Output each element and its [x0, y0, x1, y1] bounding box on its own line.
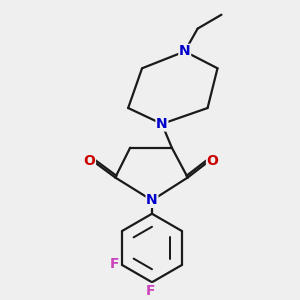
Text: N: N	[179, 44, 190, 58]
Text: N: N	[156, 117, 168, 131]
Text: N: N	[146, 193, 158, 207]
Text: F: F	[110, 256, 120, 271]
Text: O: O	[83, 154, 95, 168]
Text: F: F	[146, 284, 155, 298]
Text: O: O	[207, 154, 218, 168]
